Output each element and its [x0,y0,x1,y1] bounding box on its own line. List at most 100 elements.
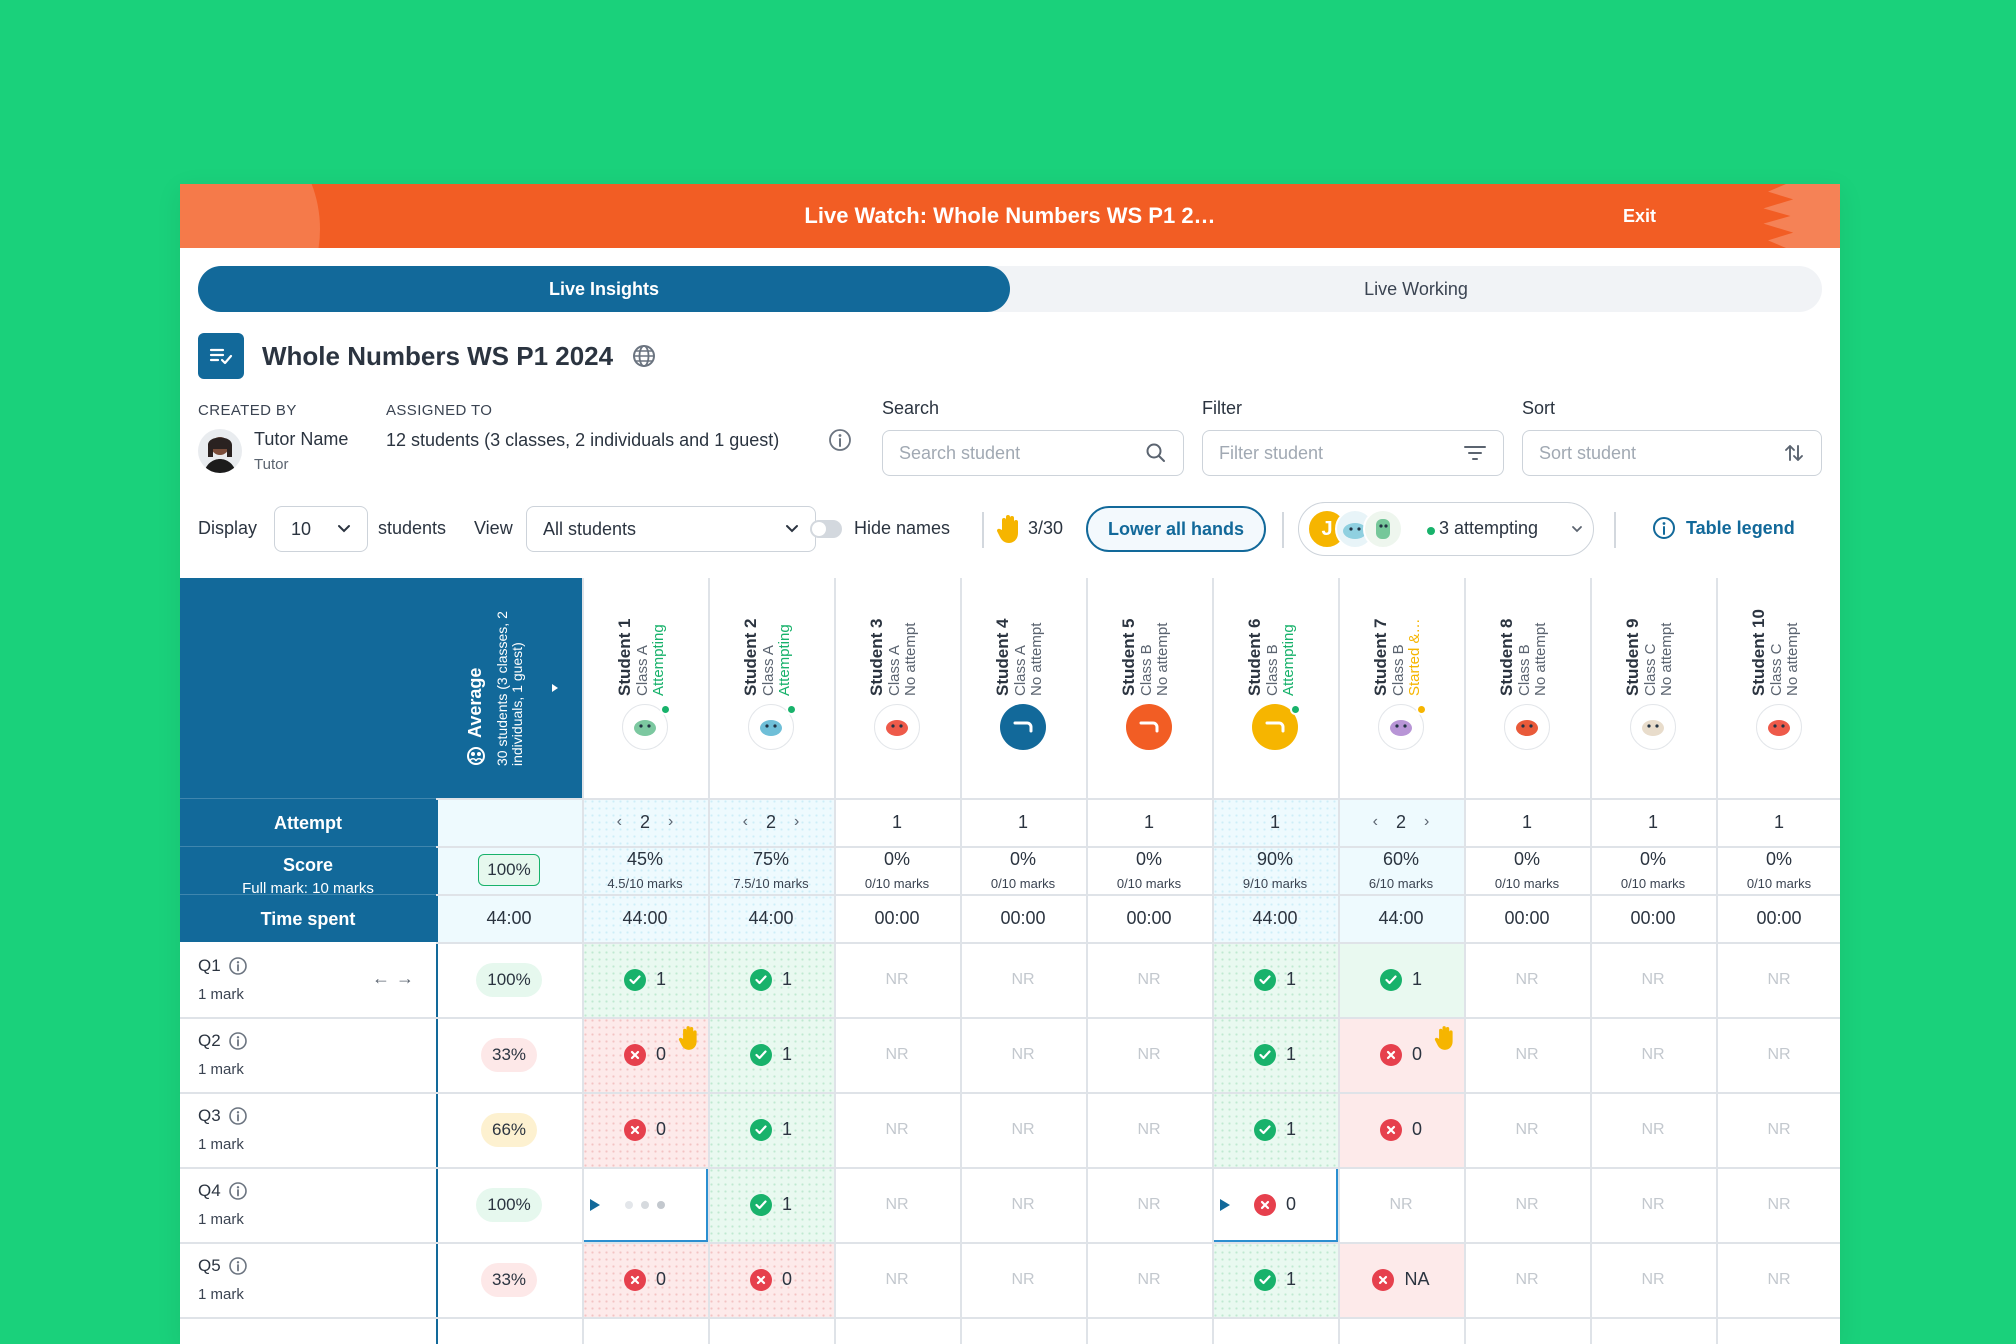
answer-cell[interactable]: 1 [1212,1242,1338,1317]
filter-input[interactable]: Filter student [1202,430,1504,476]
student-header[interactable]: Student 6 Class B Attempting [1212,578,1338,798]
answer-cell[interactable]: NR [1590,1242,1716,1317]
answer-cell[interactable]: NR [960,1242,1086,1317]
hide-names-toggle[interactable] [810,520,842,538]
attempt-cell[interactable]: ‹ 2 › [582,798,708,846]
answer-cell[interactable]: 1 [1212,942,1338,1017]
answer-cell[interactable]: 1 [708,1092,834,1167]
student-header[interactable]: Student 2 Class A Attempting [708,578,834,798]
answer-cell[interactable]: NR [834,942,960,1017]
reorder-arrows-icon[interactable]: ←→ [372,968,420,988]
answer-cell[interactable]: 0 [708,1242,834,1317]
attempt-cell[interactable]: ‹ 2 › [708,798,834,846]
answer-cell[interactable]: NR [1338,1167,1464,1242]
answer-cell[interactable]: NR [1086,1242,1212,1317]
answer-cell[interactable]: NR [1590,1017,1716,1092]
answer-cell[interactable]: 1 [1338,942,1464,1017]
attempting-dropdown[interactable]: J 3 attempting [1298,502,1594,556]
answer-cell[interactable]: 0 [1338,1017,1464,1092]
student-header[interactable]: Student 1 Class A Attempting [582,578,708,798]
answer-cell[interactable]: NA [1338,1242,1464,1317]
student-header-text: Student 6 Class B Attempting [1245,619,1298,696]
answer-cell[interactable]: NR [1464,1242,1590,1317]
grid-line [180,1092,1840,1094]
student-header[interactable]: Student 8 Class B No attempt [1464,578,1590,798]
student-name: Student 10 [1749,609,1768,696]
answer-cell[interactable]: 1 [1212,1092,1338,1167]
answer-cell[interactable]: 1 [708,1017,834,1092]
tab-live-working[interactable]: Live Working [1364,279,1468,299]
table-legend-button[interactable]: Table legend [1652,516,1795,540]
play-icon[interactable] [1220,1198,1230,1211]
chevron-right-icon[interactable]: › [668,813,674,830]
red-fish-avatar [1504,704,1550,750]
info-icon[interactable] [228,1106,248,1131]
answer-cell[interactable]: NR [834,1242,960,1317]
answer-cell[interactable]: NR [960,1167,1086,1242]
answer-cell[interactable]: NR [1590,1092,1716,1167]
chevron-left-icon[interactable]: ‹ [1372,813,1378,830]
student-header[interactable]: Student 4 Class A No attempt [960,578,1086,798]
answer-cell[interactable]: NR [1086,1017,1212,1092]
attempt-cell[interactable]: ‹ 2 › [1338,798,1464,846]
answer-cell[interactable]: 1 [582,942,708,1017]
answer-cell[interactable]: NR [1086,1167,1212,1242]
answer-cell[interactable]: 0 [1338,1092,1464,1167]
answer-cell[interactable]: NR [1716,942,1840,1017]
chevron-left-icon[interactable]: ‹ [742,813,748,830]
play-icon[interactable] [590,1198,600,1211]
average-score-badge: 100% [478,854,540,886]
check-icon [1379,968,1402,991]
info-icon[interactable] [228,1256,248,1281]
answer-cell[interactable]: 0 [582,1092,708,1167]
student-header[interactable]: Student 9 Class C No attempt [1590,578,1716,798]
info-icon[interactable] [228,1031,248,1056]
display-count-select[interactable]: 10 [274,506,368,552]
answer-cell[interactable]: NR [960,1092,1086,1167]
student-header[interactable]: Student 5 Class B No attempt [1086,578,1212,798]
answer-cell[interactable]: 1 [708,1167,834,1242]
chevron-right-icon[interactable]: › [1424,813,1430,830]
answer-cell[interactable]: NR [834,1017,960,1092]
view-select[interactable]: All students [526,506,816,552]
answer-cell[interactable]: NR [1716,1092,1840,1167]
student-header[interactable]: Student 3 Class A No attempt [834,578,960,798]
answer-value: 1 [1285,1044,1296,1064]
grid-line [436,942,1840,944]
answer-cell[interactable]: NR [1464,942,1590,1017]
answer-cell[interactable]: NR [834,1167,960,1242]
answer-cell[interactable]: 0 [582,1242,708,1317]
info-icon[interactable] [228,956,248,981]
lower-all-hands-button[interactable]: Lower all hands [1086,506,1266,552]
answer-cell[interactable]: NR [1086,942,1212,1017]
answer-cell[interactable]: 0 [1212,1167,1338,1242]
answer-cell[interactable]: NR [1464,1017,1590,1092]
answer-cell[interactable]: 1 [1212,1017,1338,1092]
info-icon[interactable] [828,428,852,457]
globe-icon[interactable] [631,343,657,369]
exit-button[interactable]: Exit [1622,206,1656,226]
chevron-right-icon[interactable]: › [794,813,800,830]
sort-input[interactable]: Sort student [1522,430,1822,476]
answer-cell[interactable]: NR [1590,1167,1716,1242]
student-header[interactable]: Student 10 Class C No attempt [1716,578,1840,798]
search-input[interactable]: Search student [882,430,1184,476]
answer-cell[interactable]: 0 [582,1017,708,1092]
answer-cell[interactable]: NR [1590,942,1716,1017]
answer-cell[interactable]: NR [1464,1092,1590,1167]
info-icon[interactable] [228,1181,248,1206]
average-header[interactable]: Average 30 students (3 classes, 2 indivi… [436,578,582,798]
answer-cell[interactable]: NR [960,1017,1086,1092]
answer-cell[interactable]: NR [1464,1167,1590,1242]
answer-cell[interactable]: NR [1086,1092,1212,1167]
chevron-left-icon[interactable]: ‹ [616,813,622,830]
answer-cell[interactable]: NR [1716,1017,1840,1092]
answer-cell[interactable]: NR [834,1092,960,1167]
tab-live-insights[interactable]: Live Insights [198,266,1010,312]
student-header[interactable]: Student 7 Class B Started &… [1338,578,1464,798]
answer-cell[interactable]: NR [960,942,1086,1017]
answer-cell[interactable]: NR [1716,1167,1840,1242]
answer-cell[interactable] [582,1167,708,1242]
answer-cell[interactable]: 1 [708,942,834,1017]
answer-cell[interactable]: NR [1716,1242,1840,1317]
